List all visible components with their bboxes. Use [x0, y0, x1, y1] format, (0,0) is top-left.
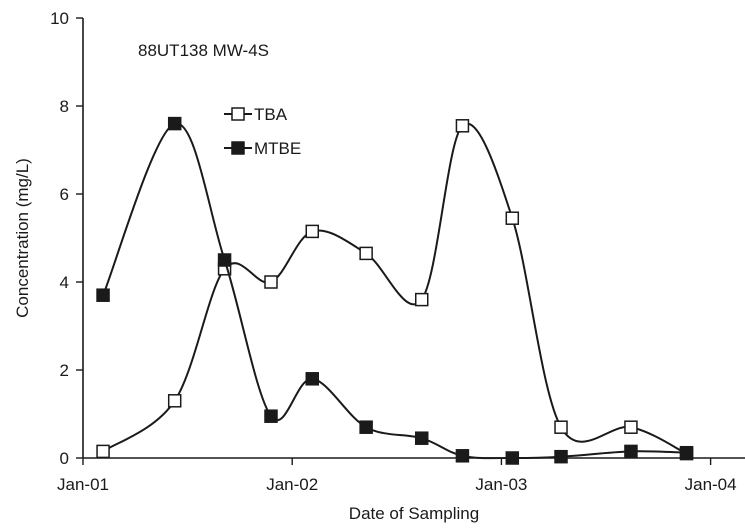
series-line-mtbe [102, 122, 687, 460]
data-point-tba [414, 292, 429, 307]
data-point-mtbe [217, 253, 232, 267]
data-point-mtbe [554, 449, 568, 464]
data-point-tba [455, 119, 470, 133]
legend: TBA MTBE [224, 105, 301, 158]
data-point-mtbe [624, 444, 638, 459]
legend-item-mtbe: MTBE [224, 139, 301, 158]
y-tick-label: 2 [60, 361, 69, 380]
y-tick-label: 4 [60, 273, 69, 292]
x-tick-label: Jan-04 [685, 475, 737, 494]
data-point-tba [624, 420, 638, 434]
y-tick-label: 8 [60, 97, 69, 116]
legend-label-tba: TBA [254, 105, 288, 124]
data-point-tba [96, 444, 110, 459]
data-point-tba [264, 275, 278, 289]
series-line-tba [102, 122, 687, 455]
x-tick-label: Jan-01 [57, 475, 109, 494]
y-tick-label: 10 [50, 9, 69, 28]
legend-label-mtbe: MTBE [254, 139, 301, 158]
data-point-tba [359, 246, 373, 261]
data-point-tba [167, 394, 182, 408]
data-point-mtbe [455, 449, 470, 463]
x-axis-title: Date of Sampling [349, 504, 479, 523]
series-layer [96, 116, 694, 465]
y-tick-label: 6 [60, 185, 69, 204]
legend-item-tba: TBA [224, 105, 288, 124]
data-point-mtbe [359, 420, 373, 434]
x-tick-label: Jan-03 [475, 475, 527, 494]
legend-marker-tba [231, 107, 245, 121]
site-annotation: 88UT138 MW-4S [138, 41, 269, 60]
data-point-mtbe [679, 445, 694, 460]
data-point-mtbe [414, 431, 429, 445]
data-point-tba [505, 211, 520, 225]
axes [82, 18, 745, 459]
data-point-mtbe [505, 451, 520, 465]
y-tick-label: 0 [60, 449, 69, 468]
data-point-mtbe [167, 116, 182, 131]
data-point-mtbe [305, 372, 320, 386]
legend-marker-mtbe [231, 141, 245, 155]
data-point-tba [554, 420, 568, 434]
data-point-mtbe [96, 288, 110, 302]
data-point-tba [305, 224, 320, 239]
ticks: 0 2 4 6 8 10 Jan-01 Jan-02 Jan-03 Jan-04 [50, 9, 737, 494]
data-point-mtbe [264, 409, 278, 423]
y-axis-title: Concentration (mg/L) [13, 158, 32, 318]
x-tick-label: Jan-02 [266, 475, 318, 494]
